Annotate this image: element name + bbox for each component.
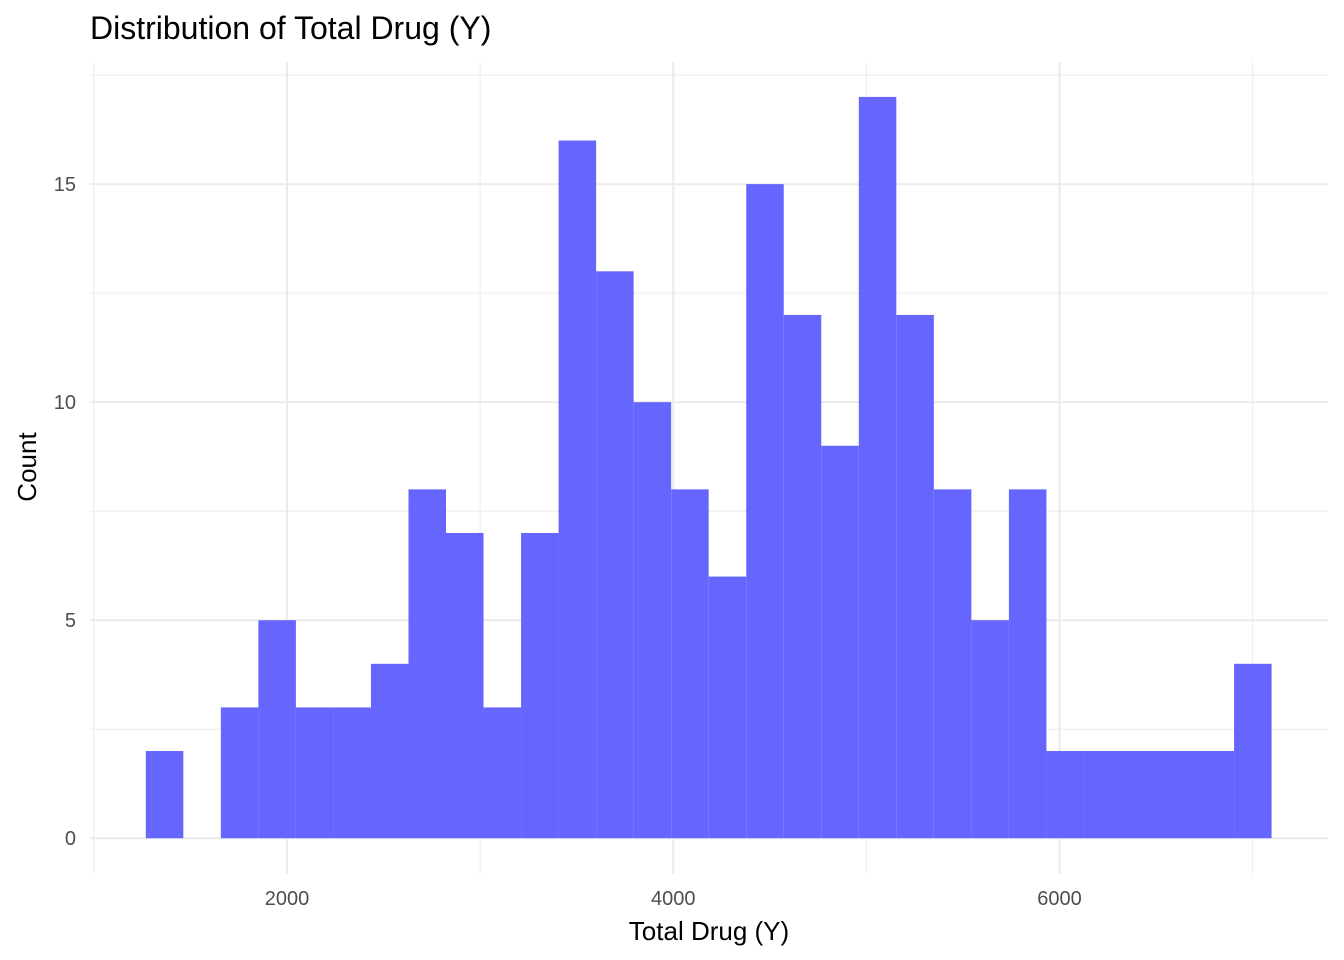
histogram-bar — [858, 96, 897, 839]
histogram-bar — [521, 532, 559, 839]
histogram-bar — [708, 576, 747, 839]
histogram-bar — [596, 271, 634, 839]
y-tick-label: 0 — [65, 828, 76, 850]
y-axis-ticks: 0 5 10 15 — [54, 174, 76, 850]
histogram-bar — [633, 402, 672, 839]
histogram-bar — [558, 140, 597, 839]
x-axis-ticks: 2000 4000 6000 — [265, 888, 1082, 910]
histogram-bar — [220, 707, 259, 839]
histogram-bar — [333, 707, 371, 839]
y-tick-label: 10 — [54, 392, 76, 414]
histogram-bar — [483, 707, 522, 839]
histogram-bar — [258, 620, 296, 839]
x-tick-label: 4000 — [651, 888, 696, 910]
histogram-bar — [295, 707, 334, 839]
histogram-bar — [145, 751, 184, 839]
histogram-bar — [746, 184, 784, 839]
histogram-bar — [1008, 489, 1047, 839]
y-tick-label: 5 — [65, 610, 76, 632]
histogram-bar — [1046, 751, 1084, 839]
histogram-bar — [821, 445, 859, 839]
histogram-bar — [1234, 663, 1272, 839]
x-tick-label: 2000 — [265, 888, 310, 910]
histogram-bar — [783, 314, 822, 839]
histogram-bar — [1196, 751, 1235, 839]
histogram-bars — [145, 96, 1272, 839]
histogram-bar — [896, 314, 934, 839]
y-axis-title: Count — [12, 432, 42, 502]
histogram-bar — [370, 663, 409, 839]
chart-title: Distribution of Total Drug (Y) — [90, 10, 492, 46]
x-tick-label: 6000 — [1037, 888, 1082, 910]
histogram-bar — [1083, 751, 1122, 839]
histogram-bar — [671, 489, 709, 839]
histogram-bar — [971, 620, 1009, 839]
histogram-bar — [1121, 751, 1160, 839]
x-axis-title: Total Drug (Y) — [629, 916, 789, 946]
histogram-bar — [933, 489, 972, 839]
histogram-bar — [446, 532, 484, 839]
histogram-bar — [408, 489, 447, 839]
y-tick-label: 15 — [54, 174, 76, 196]
histogram-bar — [1159, 751, 1197, 839]
